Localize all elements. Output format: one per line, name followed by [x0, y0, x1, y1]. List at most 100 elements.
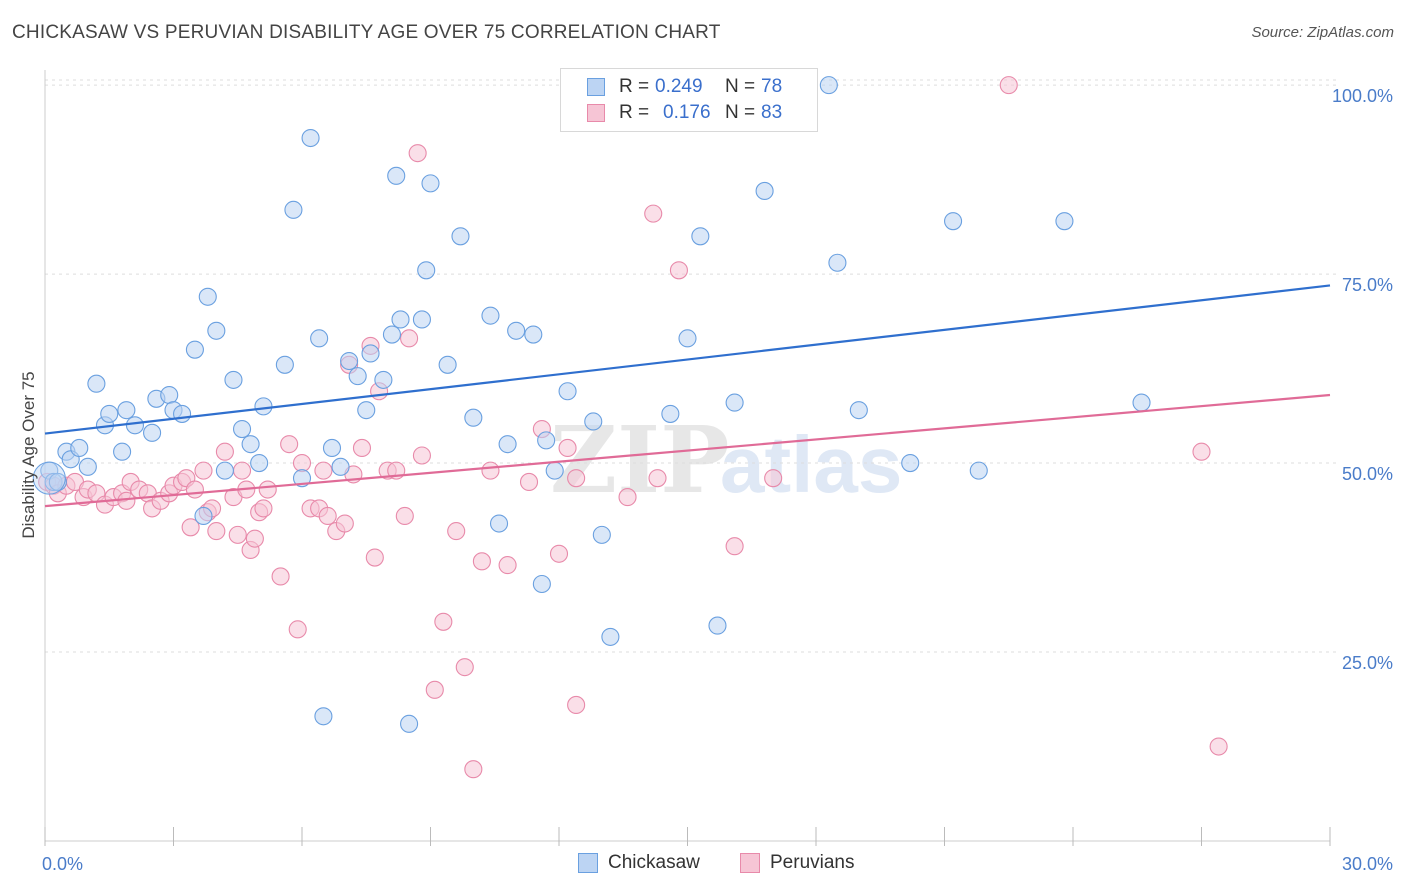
chickasaw-point — [382, 325, 402, 344]
peruvians-point — [567, 469, 586, 488]
peruvians-point — [314, 461, 333, 480]
peruvians-point — [318, 506, 337, 526]
peruvians-point — [245, 529, 264, 548]
chickasaw-point — [391, 310, 410, 329]
chickasaw-point — [215, 461, 234, 480]
chickasaw-point — [314, 707, 333, 726]
chickasaw-point — [387, 166, 406, 185]
n-label: N = — [725, 102, 756, 123]
chickasaw-point — [901, 454, 920, 473]
chickasaw-point — [421, 174, 440, 193]
chickasaw-point — [374, 370, 393, 389]
peruvians-point — [412, 446, 431, 465]
peruvians-point — [181, 518, 200, 537]
chickasaw-point — [507, 321, 526, 340]
peruvians-point — [215, 442, 234, 461]
chickasaw-point — [438, 355, 457, 374]
peruvians-point — [618, 488, 637, 507]
chickasaw-swatch — [587, 78, 605, 96]
chickasaw-point — [498, 435, 517, 454]
peruvians-point — [558, 438, 577, 457]
peruvians-point — [1209, 737, 1228, 756]
peruvians-point — [271, 567, 290, 586]
chickasaw-point — [331, 457, 350, 476]
peruvians-point — [644, 204, 663, 223]
peruvians-point — [280, 435, 299, 454]
chickasaw-point — [143, 423, 162, 442]
chickasaw-point — [451, 227, 470, 246]
peruvians-point — [464, 760, 483, 779]
chickasaw-point — [340, 351, 359, 371]
chickasaw-point — [160, 385, 179, 405]
chickasaw-point — [113, 442, 132, 461]
legend-row-chickasaw: R = 0.249 N = 78 — [587, 75, 782, 99]
chickasaw-point — [464, 408, 483, 427]
peruvians-point — [472, 552, 491, 571]
chickasaw-cluster-point — [32, 461, 66, 495]
chickasaw-point — [194, 506, 213, 526]
peruvians-point — [395, 506, 414, 526]
chickasaw-point — [537, 431, 556, 450]
chickasaw-point — [78, 457, 97, 476]
chickasaw-point — [275, 355, 294, 374]
peruvians-point — [288, 620, 307, 639]
chickasaw-point — [100, 404, 119, 423]
chickasaw-point — [601, 627, 620, 646]
chickasaw-point — [584, 412, 603, 431]
peruvians-point — [999, 76, 1018, 95]
peruvians-point — [567, 695, 586, 714]
peruvians-point — [232, 461, 252, 480]
peruvians-point — [335, 514, 354, 533]
peruvians-point — [254, 499, 273, 518]
n-value: 78 — [761, 76, 783, 97]
n-value: 83 — [761, 102, 783, 123]
correlation-legend: R = 0.249 N = 78 R = 0.176 N = 83 — [560, 68, 818, 132]
peruvians-point — [1192, 442, 1211, 461]
chickasaw-point — [532, 574, 551, 594]
chickasaw-point — [125, 416, 144, 435]
y-tick-label: 75.0% — [1342, 275, 1393, 295]
chickasaw-point — [944, 212, 963, 231]
peruvians-point — [292, 454, 312, 473]
chickasaw-point — [691, 227, 710, 246]
gridlines — [45, 79, 1338, 653]
peruvians-trend-line — [44, 393, 1331, 508]
y-axis-label: Disability Age Over 75 — [19, 371, 38, 538]
chickasaw-point — [828, 253, 847, 272]
chickasaw-point — [198, 287, 217, 306]
peruvians-point — [228, 525, 247, 544]
legend-label-chickasaw: Chickasaw — [608, 852, 700, 873]
peruvians-point — [365, 548, 384, 567]
chart-title: CHICKASAW VS PERUVIAN DISABILITY AGE OVE… — [12, 22, 721, 43]
peruvians-point — [185, 480, 204, 499]
peruvians-point — [455, 658, 474, 677]
chickasaw-point — [241, 435, 260, 454]
peruvians-point — [408, 144, 427, 163]
chickasaw-point — [969, 461, 988, 480]
peruvians-point — [498, 556, 517, 575]
chickasaw-point — [310, 329, 329, 348]
peruvians-point — [434, 612, 453, 631]
legend-row-peruvians: R = 0.176 N = 83 — [587, 101, 782, 125]
chickasaw-point — [592, 525, 611, 544]
axes — [44, 70, 1331, 846]
tick-labels: 25.0% 50.0% 75.0% 100.0% 0.0% 30.0% — [42, 86, 1393, 874]
chickasaw-point — [348, 367, 367, 386]
chickasaw-point — [292, 469, 312, 488]
chickasaw-point — [284, 200, 303, 219]
legend-label-peruvians: Peruvians — [770, 852, 855, 873]
x-tick-label-max: 30.0% — [1342, 854, 1393, 874]
series-legend: Chickasaw Peruvians — [0, 852, 1406, 878]
chickasaw-point — [224, 370, 243, 389]
chickasaw-point — [819, 76, 838, 95]
chickasaw-point — [173, 404, 192, 423]
r-label: R = — [619, 102, 650, 123]
peruvians-point — [648, 469, 667, 488]
peruvians-point — [258, 480, 277, 499]
chickasaw-point — [48, 472, 67, 492]
chickasaw-point — [725, 393, 744, 412]
chickasaw-point — [1055, 212, 1074, 231]
chickasaw-point — [661, 404, 680, 423]
r-label: R = — [619, 76, 650, 97]
chickasaw-point — [417, 261, 436, 280]
